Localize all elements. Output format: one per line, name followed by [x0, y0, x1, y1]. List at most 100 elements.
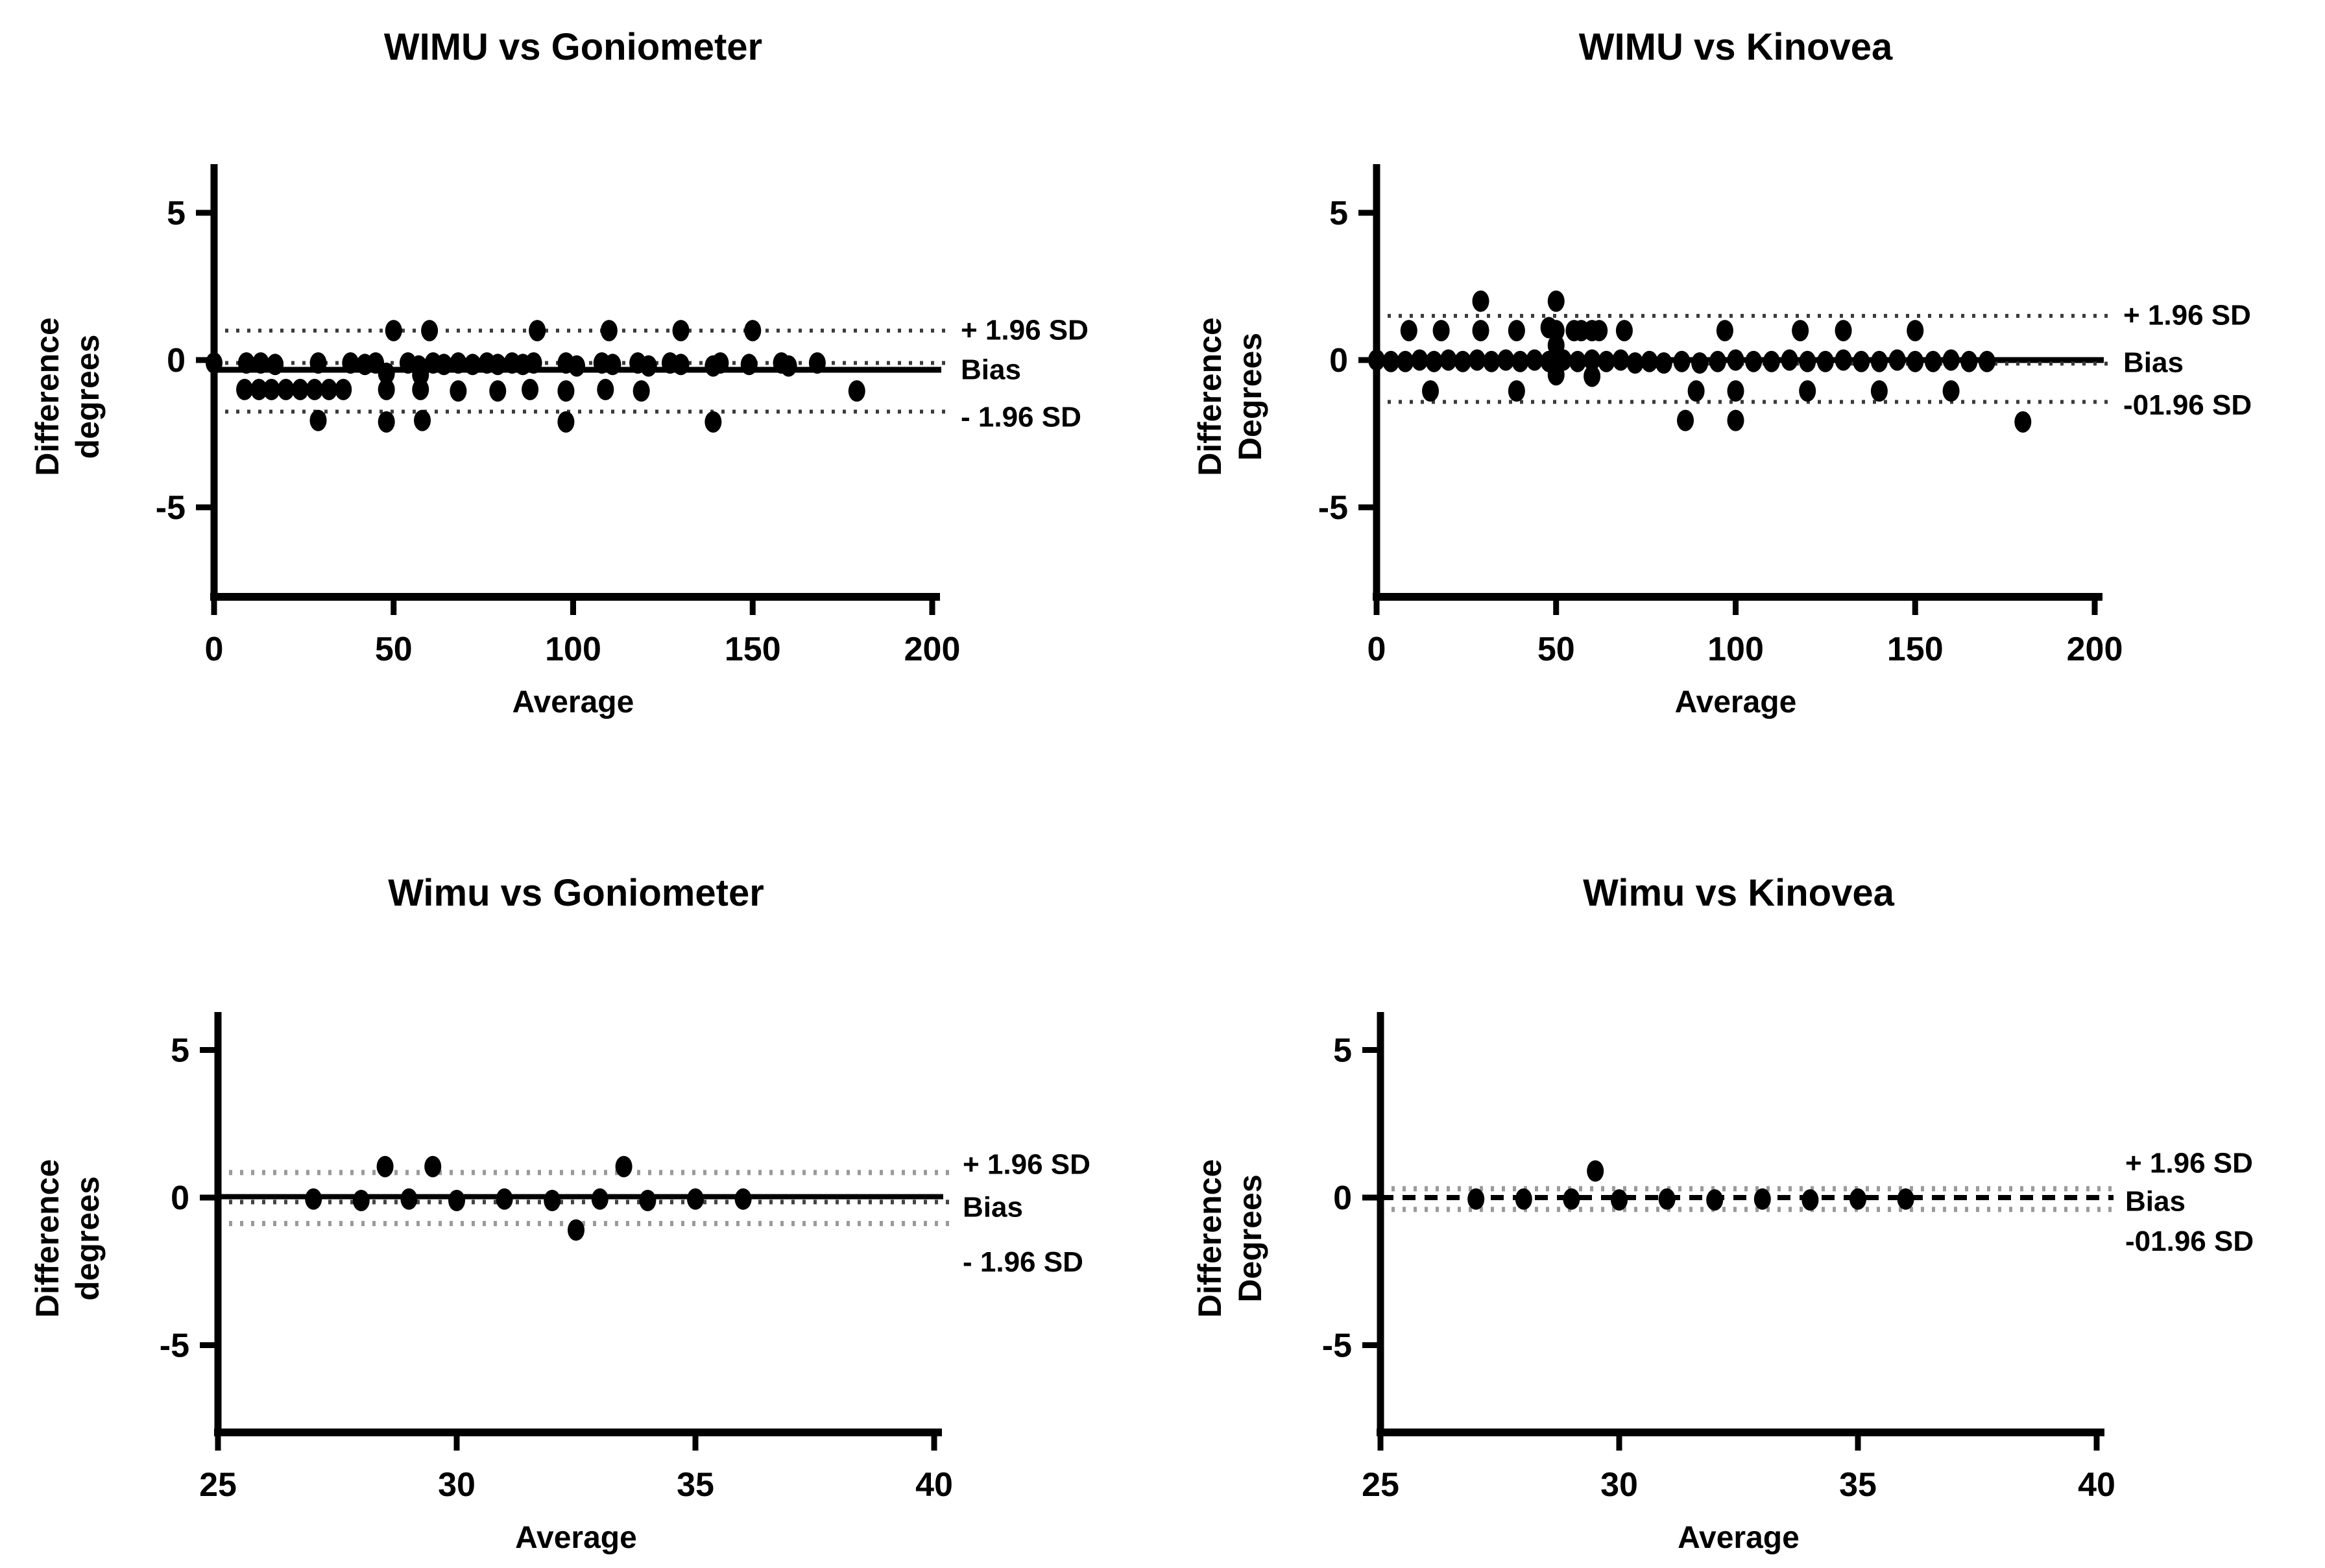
data-point — [400, 1188, 418, 1210]
plot-wimu-vs-kinovea-narrow-range: Wimu vs Kinovea 25 30 35 40 5 0 -5 Difference Deg… — [1162, 784, 2325, 1567]
data-point — [1508, 320, 1525, 342]
data-point — [1727, 380, 1744, 402]
chart-svg: Wimu vs Goniometer 25 30 35 40 5 0 -5 Difference… — [29, 872, 1090, 1555]
x-tick-label: 150 — [1887, 631, 1944, 668]
data-point — [848, 380, 865, 402]
data-point — [376, 1155, 394, 1177]
x-tick-label: 0 — [205, 631, 224, 668]
data-point — [1727, 349, 1744, 371]
data-point — [1870, 380, 1888, 402]
data-point — [1799, 380, 1816, 402]
data-point — [306, 378, 323, 400]
lower-loa-label: - 1.96 SD — [963, 1246, 1083, 1278]
y-tick-label: 0 — [1329, 342, 1348, 380]
data-point — [1397, 350, 1414, 372]
data-point — [525, 352, 542, 374]
y-axis-label: Difference — [1192, 1159, 1228, 1318]
data-point — [1942, 349, 1960, 371]
data-point — [1924, 350, 1942, 372]
data-point — [568, 355, 586, 377]
data-point — [464, 354, 481, 376]
y-axis-label: degrees — [69, 1176, 106, 1301]
data-point — [1512, 350, 1529, 372]
data-point — [412, 364, 429, 386]
data-point — [496, 1188, 513, 1210]
data-point — [378, 411, 395, 433]
data-point — [412, 378, 429, 400]
data-point — [1472, 320, 1489, 342]
data-point — [1508, 380, 1525, 402]
data-point — [1611, 1189, 1628, 1211]
data-point — [529, 320, 546, 342]
data-point — [378, 362, 395, 384]
x-tick-label: 40 — [915, 1466, 953, 1504]
data-point — [672, 320, 690, 342]
data-point — [568, 1219, 584, 1241]
data-point — [1612, 349, 1630, 371]
data-point — [1425, 350, 1443, 372]
data-point — [1615, 320, 1633, 342]
upper-loa-label: + 1.96 SD — [2123, 300, 2251, 332]
data-point — [1888, 349, 1906, 371]
data-point — [1835, 320, 1852, 342]
x-tick-label: 100 — [545, 631, 601, 668]
data-point — [808, 352, 826, 374]
bias-label: Bias — [961, 354, 1021, 386]
data-point — [1497, 349, 1515, 371]
data-point — [780, 355, 797, 377]
data-point — [557, 411, 575, 433]
chart-title: WIMU vs Kinovea — [1579, 26, 1893, 68]
data-point — [1781, 349, 1798, 371]
data-point — [1816, 350, 1834, 372]
y-axis-label: Degrees — [1232, 333, 1268, 461]
data-point — [1687, 380, 1705, 402]
data-point — [1716, 320, 1733, 342]
x-tick-label: 35 — [677, 1466, 714, 1504]
data-point — [1547, 320, 1565, 342]
data-point — [1677, 409, 1694, 431]
data-point — [342, 352, 359, 374]
data-point — [1368, 349, 1385, 371]
data-point — [305, 1188, 322, 1210]
data-point — [1483, 350, 1500, 372]
y-axis-label: Degrees — [1232, 1174, 1268, 1302]
data-point — [1835, 349, 1852, 371]
data-point — [1706, 1189, 1724, 1211]
data-point — [320, 378, 338, 400]
data-point — [450, 352, 467, 374]
data-point — [250, 378, 268, 400]
data-point — [522, 378, 539, 400]
data-point — [640, 355, 657, 377]
data-point — [1799, 350, 1816, 372]
lower-loa-label: -01.96 SD — [2125, 1225, 2254, 1257]
data-point — [267, 354, 284, 376]
data-point — [1763, 350, 1780, 372]
data-point — [1658, 1188, 1676, 1210]
data-point — [1691, 352, 1709, 374]
data-point — [236, 378, 254, 400]
x-tick-label: 30 — [1600, 1466, 1638, 1504]
plot-wimu-vs-goniometer-narrow-range: Wimu vs Goniometer 25 30 35 40 5 0 -5 Difference… — [0, 784, 1162, 1567]
data-point — [414, 409, 431, 431]
data-point — [1411, 349, 1428, 371]
data-point — [1792, 320, 1809, 342]
data-point — [1801, 1189, 1819, 1211]
data-point — [1467, 1188, 1485, 1210]
data-point — [1978, 350, 1995, 372]
data-point — [1440, 349, 1457, 371]
data-point — [632, 380, 650, 402]
x-tick-label: 25 — [199, 1466, 237, 1504]
data-point — [1432, 320, 1450, 342]
plot-wimu-vs-goniometer-full-range: WIMU vs Goniometer 0 50 100 150 200 5 0 -5 Differ… — [0, 0, 1162, 784]
x-tick-label: 50 — [1537, 631, 1575, 668]
chart-title: Wimu vs Kinovea — [1583, 872, 1894, 914]
data-point — [740, 354, 758, 376]
x-axis-label: Average — [1678, 1521, 1800, 1555]
data-point — [1753, 1188, 1771, 1210]
lower-loa-label: - 1.96 SD — [961, 401, 1081, 433]
data-point — [1422, 380, 1440, 402]
data-point — [1598, 350, 1615, 372]
y-tick-label: -5 — [1318, 489, 1348, 527]
